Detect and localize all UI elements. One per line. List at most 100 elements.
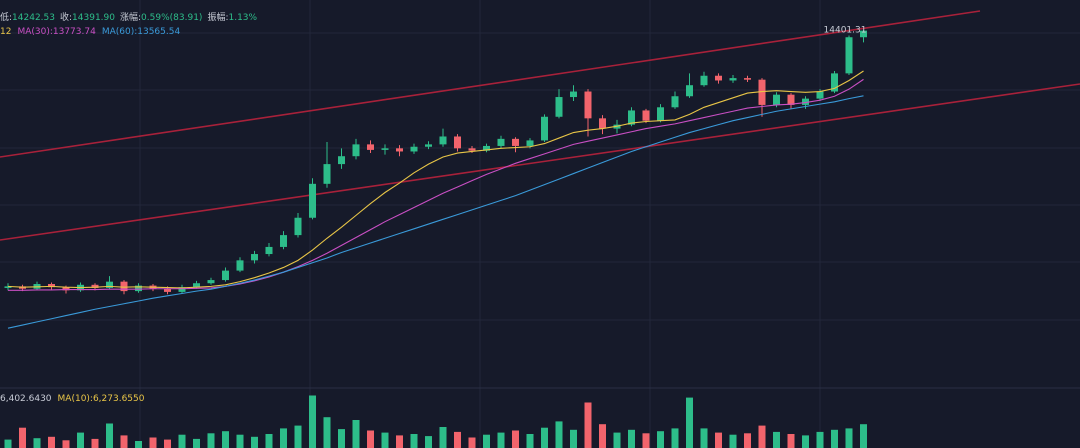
candle-body: [236, 260, 244, 271]
candle-body: [251, 254, 258, 261]
volume-bar: [323, 417, 331, 448]
candle-body: [309, 183, 316, 218]
volume-bar: [744, 433, 751, 448]
volume-bar: [570, 429, 577, 448]
candle-body: [628, 110, 635, 125]
header-label: 低:: [0, 11, 12, 23]
volume-bar: [628, 429, 635, 448]
candle-body: [367, 144, 374, 150]
candle-body: [671, 96, 679, 108]
volume-bar: [584, 402, 592, 448]
legend-entry: MA(60):13565.54: [102, 27, 181, 37]
candle-body: [787, 94, 795, 105]
candle-body: [338, 156, 345, 165]
volume-bar: [352, 420, 360, 448]
volume-bar: [33, 438, 41, 448]
candle-body: [526, 140, 534, 146]
candle-body: [816, 91, 824, 99]
volume-bar: [410, 434, 418, 448]
candle-body: [497, 138, 505, 146]
candle-body: [164, 288, 171, 292]
volume-bar: [265, 434, 273, 448]
volume-bar: [454, 431, 461, 448]
candle-body: [468, 148, 476, 151]
candle-body: [207, 280, 215, 284]
candle-body: [135, 285, 142, 292]
volume-bar: [251, 436, 258, 448]
header-value: 0.59%(83.91): [141, 13, 202, 23]
candle-body: [106, 281, 113, 288]
candle-body: [802, 98, 809, 105]
volume-bar: [642, 433, 650, 448]
candle-body: [773, 94, 780, 105]
candle-body: [294, 217, 302, 236]
volume-bar: [207, 433, 215, 448]
volume-bar: [135, 441, 142, 448]
header-label: 涨幅:: [120, 11, 141, 23]
candle-body: [715, 75, 722, 81]
candle-body: [570, 91, 577, 98]
volume-bar: [831, 429, 838, 448]
high-annotation: 14401.31: [824, 26, 867, 36]
volume-legend-entry: 6,402.6430: [0, 394, 52, 404]
volume-bar: [396, 435, 403, 448]
volume-bar: [671, 428, 679, 448]
candle-body: [541, 116, 548, 141]
trend-line: [0, 10, 981, 158]
candle-body: [483, 145, 490, 151]
volume-bar: [613, 432, 621, 448]
candle-body: [700, 75, 708, 86]
volume-bar: [178, 434, 186, 448]
volume-bar: [164, 439, 171, 448]
volume-bar: [294, 425, 302, 448]
volume-bar: [338, 429, 345, 448]
volume-bar: [19, 427, 26, 448]
volume-bar: [77, 432, 84, 448]
candle-body: [4, 286, 12, 288]
volume-bar: [599, 424, 606, 448]
candle-body: [425, 144, 432, 147]
volume-bar: [802, 435, 809, 448]
candle-body: [265, 246, 273, 255]
volume-bar: [48, 436, 55, 448]
candle-body: [860, 30, 867, 38]
candle-body: [657, 107, 664, 121]
candle-body: [222, 270, 229, 281]
volume-bar: [120, 435, 128, 448]
volume-bar: [729, 434, 737, 448]
volume-bar: [309, 395, 316, 448]
candle-body: [62, 287, 70, 291]
candle-body: [454, 136, 461, 149]
candle-body: [381, 148, 389, 150]
header: 低:14242.53 收:14391.90 涨幅:0.59%(83.91) 振幅:1.…: [0, 11, 258, 23]
legend: 12 MA(30):13773.74 MA(60):13565.54: [0, 27, 180, 37]
volume-bar: [381, 432, 389, 448]
candle-body: [831, 73, 838, 92]
volume-bar: [149, 437, 157, 448]
volume-bar: [280, 428, 287, 448]
candle-body: [642, 110, 650, 121]
volume-bar: [193, 438, 200, 448]
candle-body: [410, 146, 418, 152]
volume-bar: [106, 423, 113, 448]
candle-body: [439, 136, 447, 145]
volume-legend-entry: MA(10):6,273.6550: [58, 394, 145, 404]
candle-body: [352, 144, 360, 157]
volume-bar: [367, 430, 374, 448]
volume-bar: [222, 431, 229, 448]
volume-bar: [700, 428, 708, 448]
volume-bar: [512, 430, 519, 448]
candle-body: [599, 118, 606, 129]
volume-bar: [236, 434, 244, 448]
candle-body: [178, 287, 186, 292]
candle-body: [686, 85, 693, 97]
volume-bar: [787, 434, 795, 448]
candle-body: [280, 235, 287, 247]
candle-body: [512, 138, 519, 146]
volume-bar: [773, 431, 780, 448]
volume-bar: [526, 434, 534, 448]
candle-body: [193, 283, 200, 288]
